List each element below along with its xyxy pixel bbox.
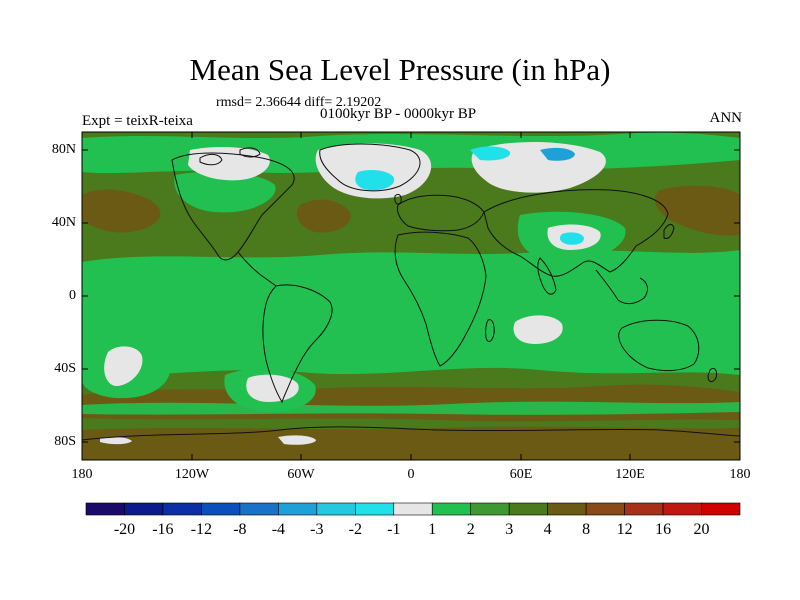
coast-antarctica (82, 426, 740, 441)
colorbar-label: 12 (616, 521, 633, 538)
colorbar-swatch (162, 502, 202, 516)
field-white-south-pacific (104, 346, 143, 387)
experiment-label: Expt = teixR-teixa (82, 113, 193, 129)
colorbar-swatch (393, 502, 433, 516)
coast-new-zealand (707, 367, 717, 383)
colorbar-label: -8 (233, 521, 247, 538)
field-brown-antarctic (82, 426, 740, 460)
period-line: 0100kyr BP - 0000kyr BP (320, 106, 477, 122)
colorbar-label: -3 (310, 521, 324, 538)
coastlines (82, 143, 740, 441)
colorbar-label: 1 (428, 521, 437, 538)
colorbar-label: 3 (505, 521, 514, 538)
field-white-antarctic (278, 435, 316, 445)
field-white-south-atlantic (246, 374, 299, 402)
coast-asia (483, 189, 669, 277)
colorbar-swatch (662, 502, 702, 516)
lat-label-80n: 80N (51, 142, 76, 157)
colorbar-label: -16 (152, 521, 174, 538)
coast-north-america (171, 152, 295, 261)
field-green-subantarctic (82, 401, 740, 415)
colorbar-swatch (201, 502, 241, 516)
colorbar-swatch (85, 502, 125, 516)
coast-australia (618, 319, 700, 372)
field-green-north-america (174, 171, 276, 213)
field-brown-north-atlantic (296, 199, 351, 233)
colorbar-swatch (278, 502, 318, 516)
colorbar (85, 502, 741, 516)
colorbar-label: 2 (466, 521, 475, 538)
coast-greenland (319, 143, 421, 192)
coast-africa (394, 231, 487, 367)
colorbar-swatch (431, 502, 472, 516)
field-green-tropical-band (82, 250, 740, 375)
lat-label-equator: 0 (69, 288, 76, 303)
colorbar-label: 8 (582, 521, 591, 538)
coast-europe (397, 194, 485, 232)
lon-label-120e: 120E (615, 467, 645, 482)
field-brown-north-pacific (82, 189, 161, 233)
colorbar-label: 4 (543, 521, 552, 538)
map-title: Mean Sea Level Pressure (in hPa) (189, 52, 611, 87)
colorbar-label: -12 (190, 521, 213, 538)
coast-arctic-islands (199, 147, 261, 166)
colorbar-swatch (124, 502, 164, 516)
colorbar-label: -20 (113, 521, 136, 538)
coast-india (537, 257, 557, 295)
coast-madagascar (485, 319, 495, 342)
field-brown-north-pacific-east (654, 185, 740, 236)
coast-south-america (262, 284, 333, 404)
field-white-indian-ocean (513, 315, 563, 344)
colorbar-label: 20 (693, 521, 710, 538)
colorbar-swatch (701, 502, 741, 516)
field-white-antarctic-west (100, 437, 132, 445)
colorbar-swatch (354, 502, 395, 516)
colorbar-label: -2 (348, 521, 362, 538)
lon-label-60w: 60W (287, 467, 315, 482)
lat-label-80s: 80S (54, 434, 76, 449)
colorbar-label: 16 (655, 521, 672, 538)
field-cyan-tibet (559, 232, 584, 245)
coast-southeast-asia (595, 269, 648, 305)
lon-label-180-right: 180 (729, 467, 751, 482)
colorbar-swatch (470, 502, 510, 516)
colorbar-swatch (585, 502, 625, 516)
lat-label-40n: 40N (51, 215, 76, 230)
colorbar-swatch (508, 502, 548, 516)
lon-label-180-left: 180 (71, 467, 93, 482)
colorbar-swatch (547, 502, 587, 516)
axis-ticks (82, 132, 740, 460)
colorbar-label: -4 (271, 521, 286, 538)
season-label: ANN (709, 110, 743, 126)
coast-central-america (237, 251, 277, 287)
lon-label-60e: 60E (509, 467, 533, 482)
coast-japan (663, 223, 675, 239)
field-cyan-greenland (355, 170, 395, 191)
coast-uk (394, 193, 402, 205)
lat-label-40s: 40S (54, 361, 76, 376)
field-white-arctic-canada (188, 147, 270, 181)
colorbar-swatch (624, 502, 664, 516)
colorbar-swatch (239, 502, 279, 516)
colorbar-swatch (316, 502, 356, 516)
field-cyan-siberia-east (540, 147, 575, 161)
lon-label-0: 0 (407, 467, 415, 482)
colorbar-label: -1 (387, 521, 401, 538)
pressure-field (82, 132, 740, 460)
lon-label-120w: 120W (174, 467, 210, 482)
field-cyan-siberia (470, 146, 511, 161)
statistics-line: rmsd= 2.36644 diff= 2.19202 (216, 95, 382, 110)
